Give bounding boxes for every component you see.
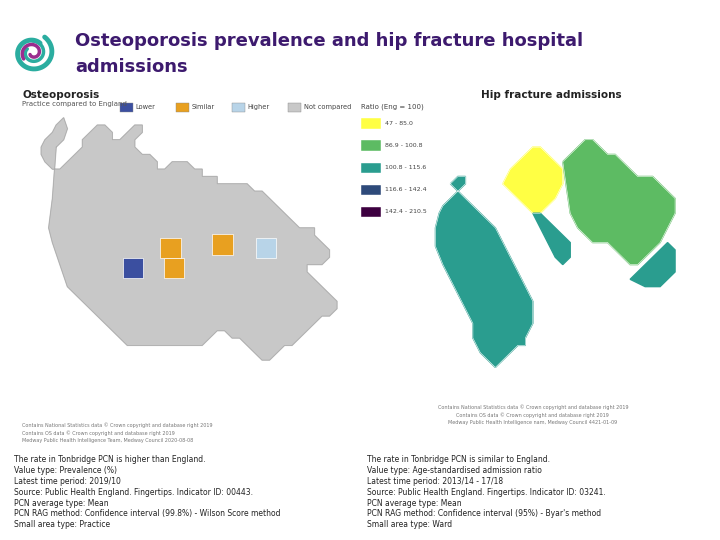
Bar bbox=[256, 238, 276, 258]
Text: Contains National Statistics data © Crown copyright and database right 2019
Cont: Contains National Statistics data © Crow… bbox=[22, 422, 213, 443]
Text: PCN average type: Mean: PCN average type: Mean bbox=[14, 498, 109, 508]
Text: Osteoporosis: Osteoporosis bbox=[22, 90, 99, 100]
Text: Practice compared to England: Practice compared to England bbox=[22, 101, 132, 107]
Text: Not compared: Not compared bbox=[304, 104, 351, 111]
Bar bbox=[120, 103, 133, 112]
Text: Hip fracture admissions: Hip fracture admissions bbox=[481, 90, 622, 100]
Bar bbox=[164, 258, 184, 279]
Bar bbox=[361, 163, 381, 173]
Text: Source: Public Health England. Fingertips. Indicator ID: 03241.: Source: Public Health England. Fingertip… bbox=[367, 488, 606, 497]
Polygon shape bbox=[436, 177, 533, 367]
Text: PCN RAG method: Confidence interval (99.8%) - Wilson Score method: PCN RAG method: Confidence interval (99.… bbox=[14, 510, 281, 518]
Text: Small area type: Ward: Small area type: Ward bbox=[367, 521, 452, 529]
Text: Latest time period: 2019/10: Latest time period: 2019/10 bbox=[14, 477, 121, 486]
Text: Osteoporosis prevalence and hip fracture hospital: Osteoporosis prevalence and hip fracture… bbox=[75, 32, 583, 50]
Text: PCN average type: Mean: PCN average type: Mean bbox=[367, 498, 462, 508]
Bar bbox=[122, 258, 143, 279]
Text: Value type: Age-standardised admission ratio: Value type: Age-standardised admission r… bbox=[367, 466, 542, 475]
Polygon shape bbox=[630, 242, 675, 287]
Bar bbox=[212, 234, 233, 254]
Bar bbox=[361, 140, 381, 151]
Text: PCN RAG method: Confidence interval (95%) - Byar's method: PCN RAG method: Confidence interval (95%… bbox=[367, 510, 601, 518]
Text: Similar: Similar bbox=[192, 104, 215, 111]
Text: Higher: Higher bbox=[248, 104, 270, 111]
Text: 116.6 - 142.4: 116.6 - 142.4 bbox=[385, 187, 426, 192]
Text: Small area type: Practice: Small area type: Practice bbox=[14, 521, 110, 529]
Text: 100.8 - 115.6: 100.8 - 115.6 bbox=[385, 165, 426, 170]
Text: 142.4 - 210.5: 142.4 - 210.5 bbox=[385, 209, 427, 214]
Text: Contains National Statistics data © Crown copyright and database right 2019
Cont: Contains National Statistics data © Crow… bbox=[438, 404, 628, 424]
Bar bbox=[176, 103, 189, 112]
Text: admissions: admissions bbox=[75, 58, 187, 76]
Text: Source: Public Health England. Fingertips. Indicator ID: 00443.: Source: Public Health England. Fingertip… bbox=[14, 488, 253, 497]
Text: Lower: Lower bbox=[135, 104, 156, 111]
Bar bbox=[232, 103, 246, 112]
Text: The rate in Tonbridge PCN is higher than England.: The rate in Tonbridge PCN is higher than… bbox=[14, 455, 206, 464]
Text: Value type: Prevalence (%): Value type: Prevalence (%) bbox=[14, 466, 117, 475]
Bar bbox=[160, 238, 181, 258]
Bar bbox=[361, 118, 381, 129]
Text: 86.9 - 100.8: 86.9 - 100.8 bbox=[385, 143, 423, 148]
Polygon shape bbox=[563, 140, 675, 265]
Bar bbox=[288, 103, 302, 112]
Text: Ratio (Eng = 100): Ratio (Eng = 100) bbox=[361, 103, 423, 110]
Text: Latest time period: 2013/14 - 17/18: Latest time period: 2013/14 - 17/18 bbox=[367, 477, 503, 486]
Polygon shape bbox=[503, 147, 563, 213]
Bar bbox=[361, 207, 381, 217]
Polygon shape bbox=[41, 118, 337, 360]
Text: 47 - 85.0: 47 - 85.0 bbox=[385, 121, 413, 126]
Polygon shape bbox=[533, 213, 570, 265]
Text: The rate in Tonbridge PCN is similar to England.: The rate in Tonbridge PCN is similar to … bbox=[367, 455, 550, 464]
Text: 43: 43 bbox=[9, 9, 22, 19]
Bar bbox=[361, 185, 381, 195]
